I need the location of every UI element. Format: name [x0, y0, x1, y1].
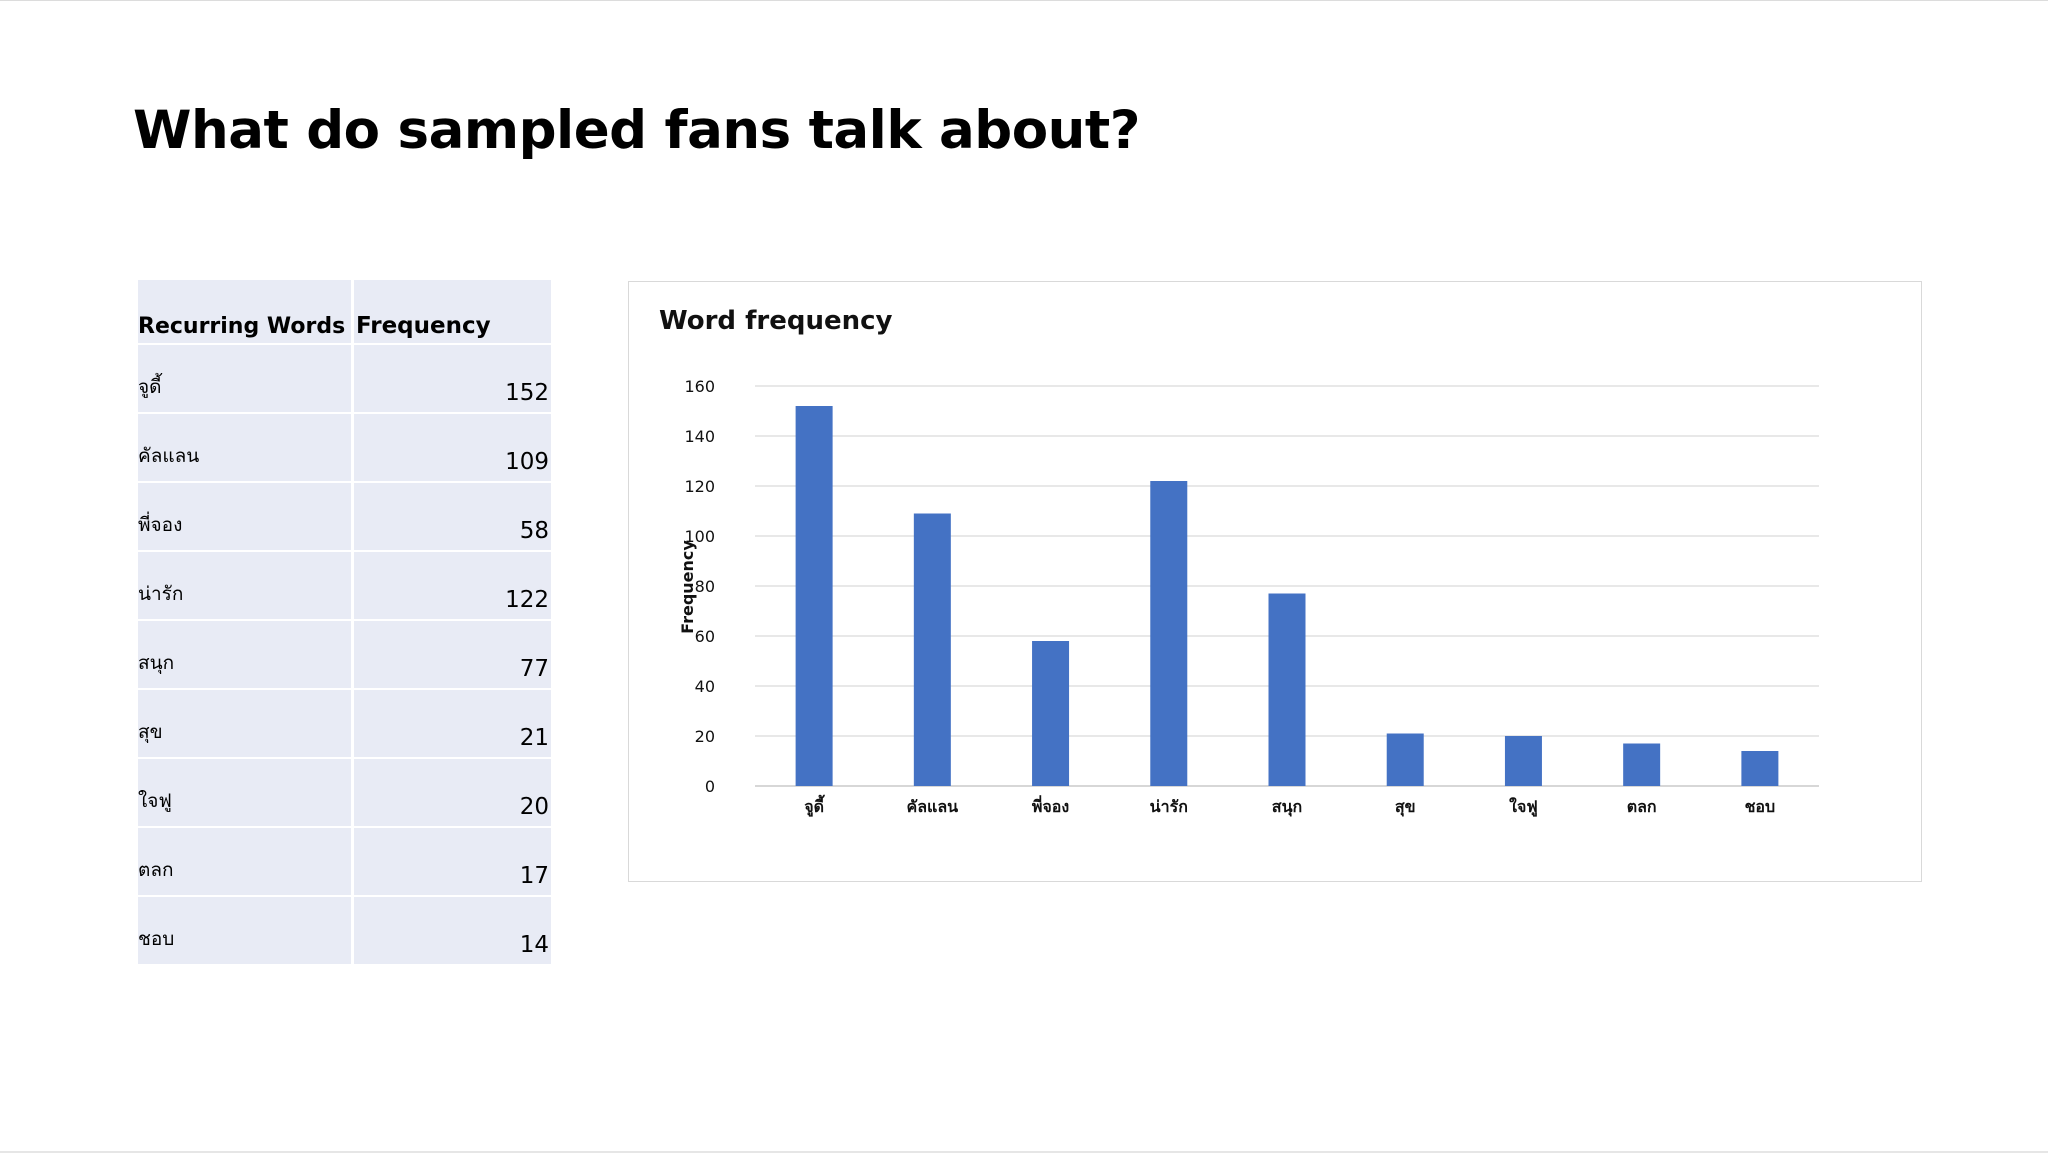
bar [1032, 641, 1070, 786]
y-axis-label: Frequency [678, 540, 697, 634]
table-cell-word: จูดี้ [138, 345, 354, 414]
table-cell-frequency: 14 [354, 897, 551, 964]
bars [795, 406, 1779, 786]
x-tick-label: ใจฟู [1509, 797, 1538, 818]
table-cell-frequency: 109 [354, 414, 551, 483]
table-header-words: Recurring Words [138, 280, 354, 345]
table-cell-word: สุข [138, 690, 354, 759]
table-cell-frequency: 77 [354, 621, 551, 690]
bar [1150, 481, 1188, 786]
top-rule [0, 0, 2048, 1]
table-cell-word: คัลแลน [138, 414, 354, 483]
x-tick-labels: จูดี้ คัลแลน พี่จอง น่ารัก สนุก สุข ใจฟู ตลก ชอบ [804, 794, 1775, 818]
bar [1504, 736, 1542, 786]
chart-title: Word frequency [659, 306, 893, 336]
page-title: What do sampled fans talk about? [133, 100, 1140, 161]
table-cell-frequency: 152 [354, 345, 551, 414]
chart-card: Word frequency 0 20 40 60 80 100 120 140 160 จูด… [628, 281, 1922, 882]
table-cell-frequency: 122 [354, 552, 551, 621]
y-tick-label: 100 [684, 527, 715, 546]
table-header-frequency: Frequency [354, 280, 551, 345]
bar [913, 513, 951, 786]
word-frequency-table: Recurring Words Frequency จูดี้ 152 คัลแ… [138, 280, 551, 964]
y-tick-label: 80 [695, 577, 715, 596]
bar [795, 406, 833, 786]
y-tick-label: 60 [695, 627, 715, 646]
table-cell-word: ตลก [138, 828, 354, 897]
x-tick-label: ชอบ [1745, 797, 1776, 816]
table-cell-frequency: 21 [354, 690, 551, 759]
y-tick-labels: 0 20 40 60 80 100 120 140 160 [684, 377, 715, 796]
bar [1741, 751, 1779, 786]
y-tick-label: 160 [684, 377, 715, 396]
x-tick-label: จูดี้ [804, 794, 825, 818]
table-cell-frequency: 17 [354, 828, 551, 897]
y-tick-label: 20 [695, 727, 715, 746]
y-tick-label: 0 [705, 777, 715, 796]
bottom-rule [0, 1151, 2048, 1153]
table-cell-word: น่ารัก [138, 552, 354, 621]
bar-chart: 0 20 40 60 80 100 120 140 160 จูดี้ คัลแลน พี่จอง น… [678, 377, 1819, 818]
table-cell-word: สนุก [138, 621, 354, 690]
x-tick-label: สนุก [1272, 797, 1302, 817]
bar [1623, 743, 1661, 786]
y-tick-label: 40 [695, 677, 715, 696]
bar [1268, 593, 1306, 786]
x-tick-label: คัลแลน [907, 797, 959, 816]
bar [1386, 733, 1424, 786]
table-cell-frequency: 20 [354, 759, 551, 828]
table-cell-word: ใจฟู [138, 759, 354, 828]
x-tick-label: น่ารัก [1150, 797, 1188, 816]
table-cell-word: ชอบ [138, 897, 354, 964]
x-tick-label: ตลก [1627, 797, 1657, 816]
y-tick-label: 140 [684, 427, 715, 446]
x-tick-label: พี่จอง [1032, 795, 1069, 816]
x-tick-label: สุข [1395, 797, 1416, 817]
table-cell-word: พี่จอง [138, 483, 354, 552]
y-tick-label: 120 [684, 477, 715, 496]
table-cell-frequency: 58 [354, 483, 551, 552]
